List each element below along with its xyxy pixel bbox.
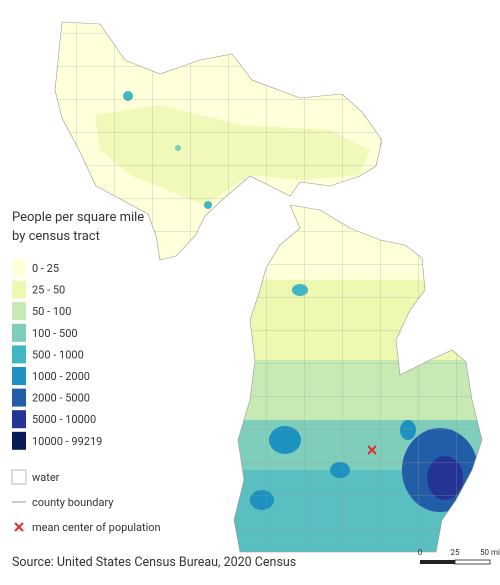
legend-title: by census tract [12, 229, 100, 244]
legend-label: 500 - 1000 [32, 348, 84, 361]
legend-label: mean center of population [32, 521, 161, 534]
legend-swatch [12, 302, 26, 321]
mean-center-swatch [14, 522, 24, 532]
legend-label: county boundary [32, 496, 114, 509]
legend-swatch [12, 367, 26, 385]
legend-label: water [32, 471, 60, 484]
legend-swatch [12, 345, 26, 364]
water-swatch [11, 469, 27, 485]
legend-swatch [12, 410, 26, 429]
mean-center-marker [367, 445, 377, 455]
source: Source: United States Census Bureau, 202… [12, 555, 296, 570]
legend-label: 2000 - 5000 [32, 392, 90, 405]
legend-swatch [12, 280, 26, 299]
legend-label: 0 - 25 [32, 262, 59, 275]
legend-label: 10000 - 99219 [32, 435, 102, 448]
legend-swatch [12, 323, 26, 342]
upper-peninsula [54, 21, 383, 261]
scale-segment [420, 560, 455, 564]
scale-segment [454, 559, 491, 565]
legend-swatch [12, 259, 26, 277]
legend-label: 25 - 50 [32, 284, 65, 297]
legend: People per square mile by census tract w… [11, 210, 161, 534]
scale-label: 0 [418, 548, 423, 557]
scale-label: 50 mi [480, 548, 500, 557]
legend-label: 100 - 500 [32, 327, 78, 340]
scale-label: 25 [451, 548, 460, 557]
lower-peninsula [234, 205, 482, 552]
legend-swatch [12, 431, 26, 450]
legend-label: 5000 - 10000 [32, 413, 96, 426]
lp-outline [233, 204, 483, 553]
legend-title: People per square mile [12, 210, 144, 225]
legend-swatch [12, 388, 26, 407]
legend-label: 50 - 100 [32, 305, 71, 318]
scale-bar: 0 25 50 mi [418, 548, 500, 565]
legend-label: 1000 - 2000 [32, 370, 90, 383]
